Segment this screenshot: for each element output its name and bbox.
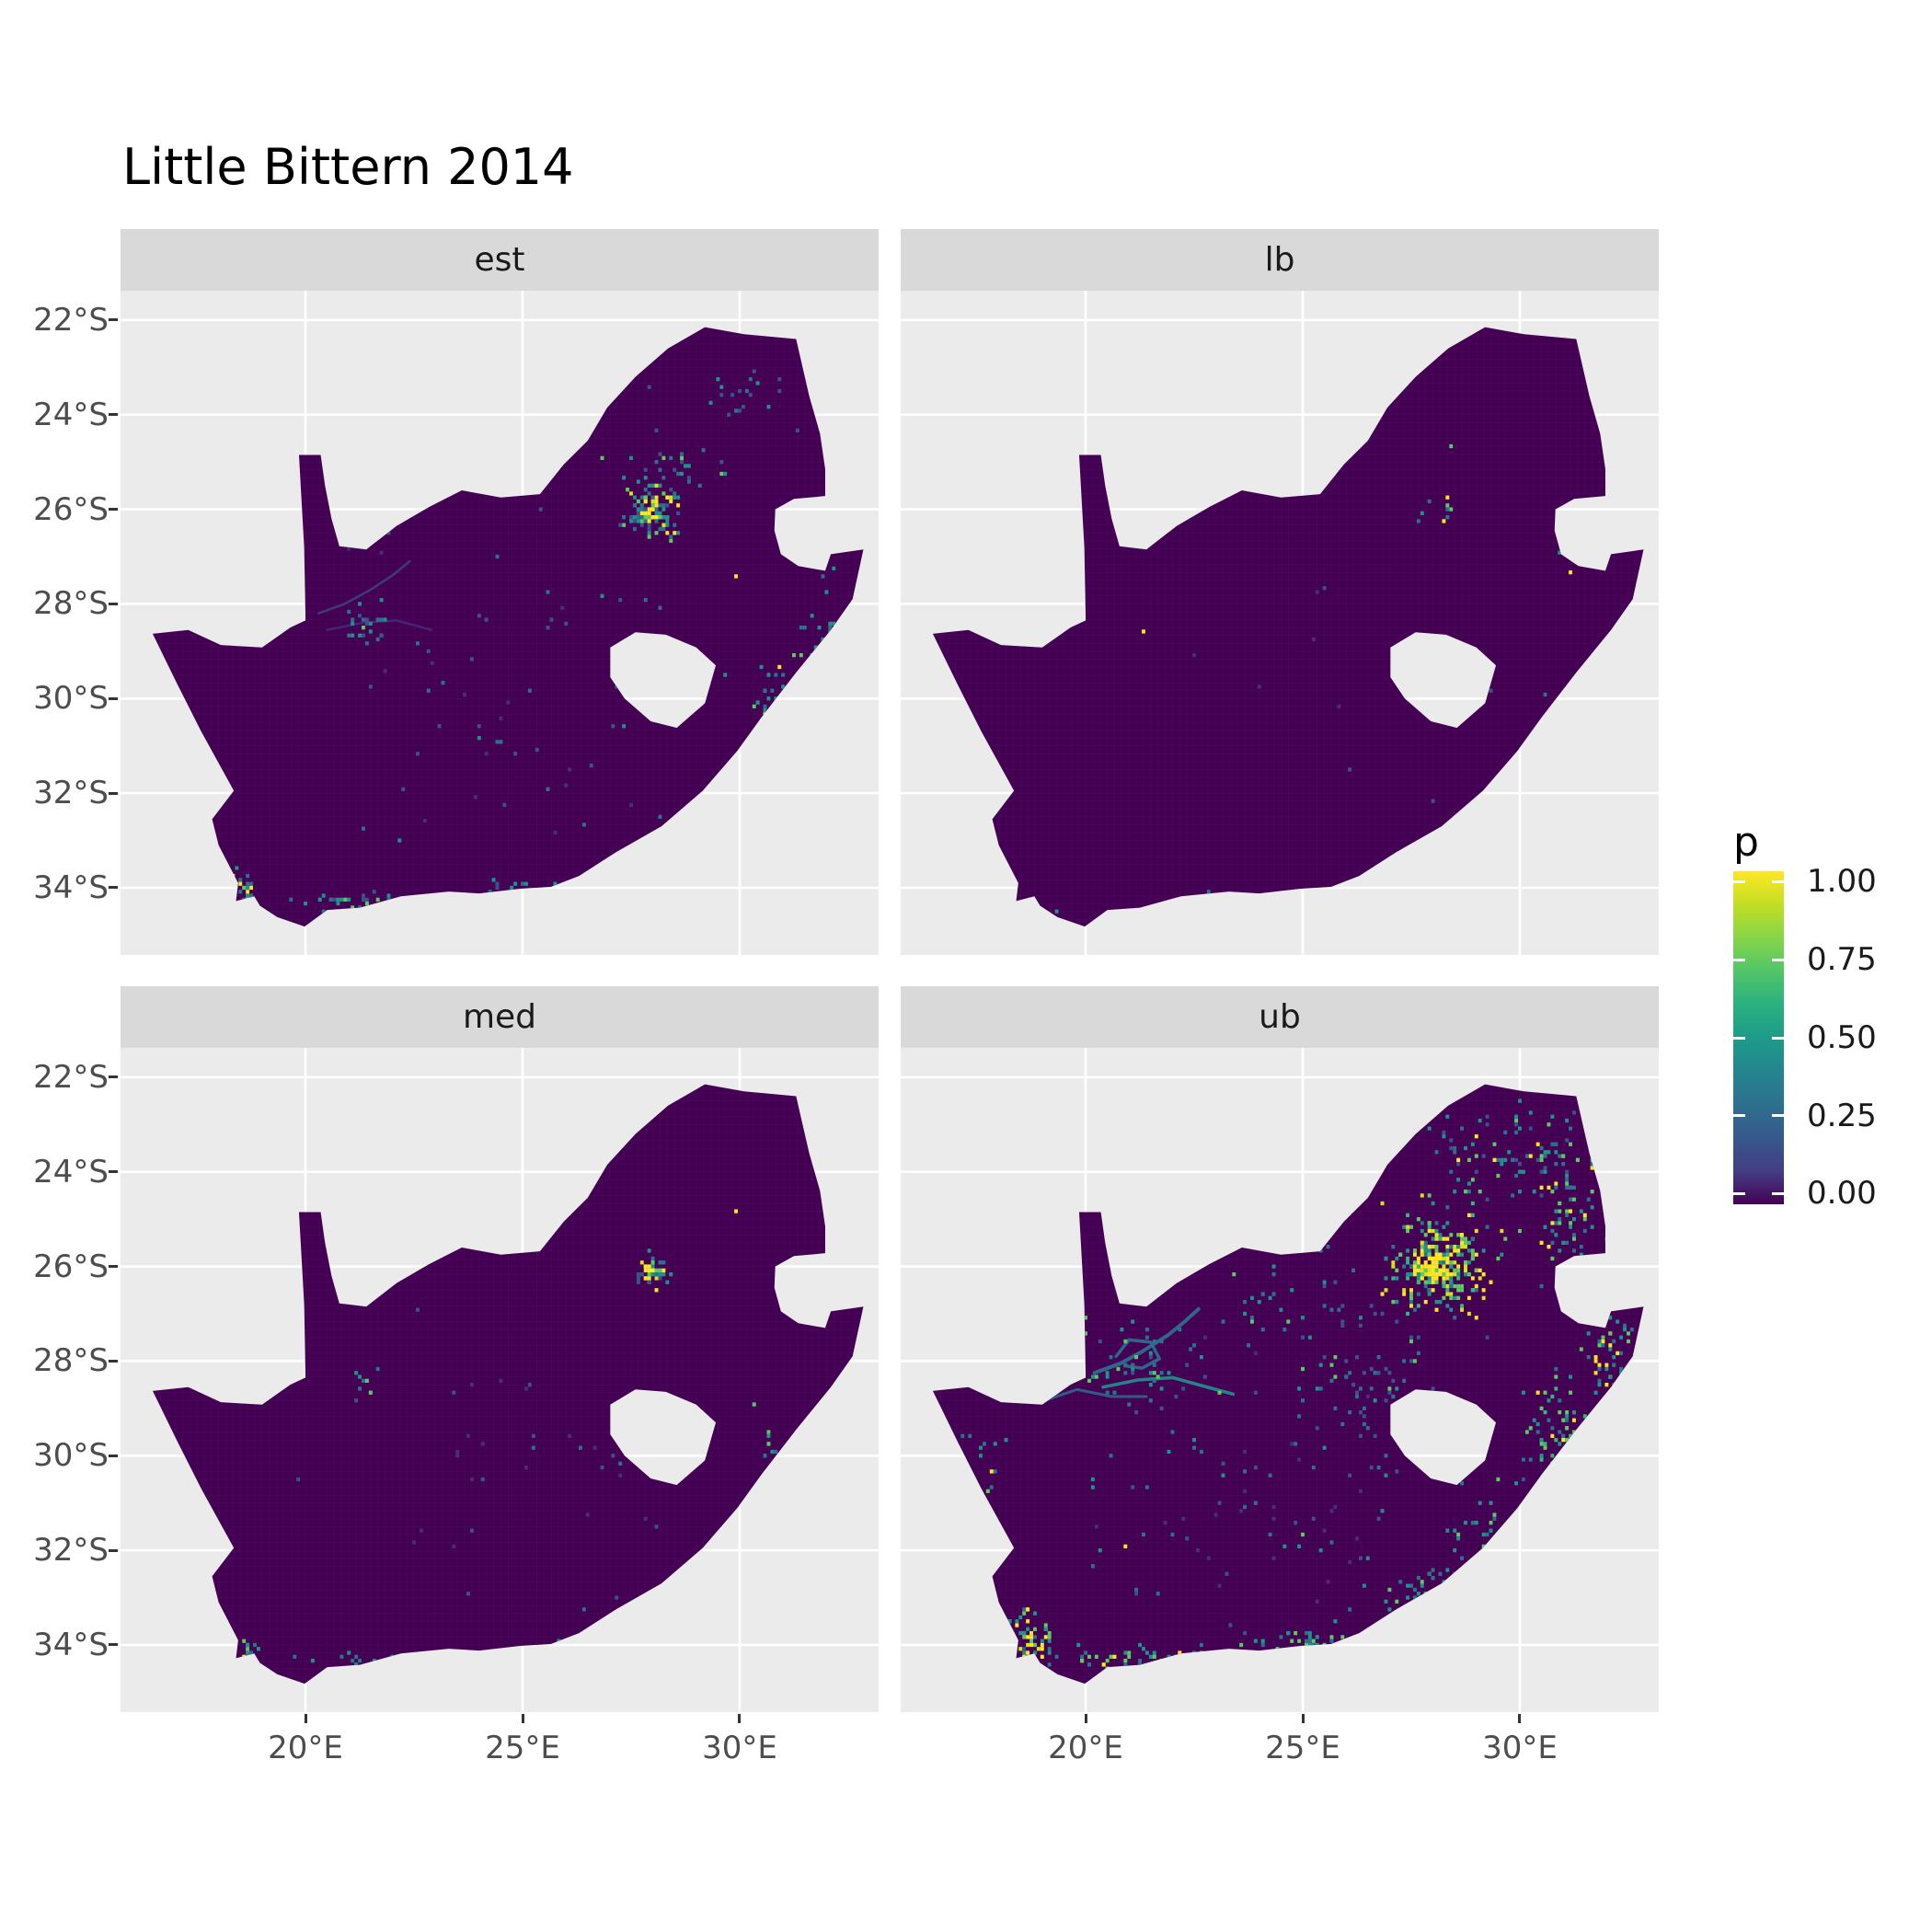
legend-tick-mark	[1733, 958, 1745, 961]
y-axis-tick-label: 34°S	[33, 868, 109, 906]
y-axis-tick-mark	[109, 1265, 118, 1269]
x-axis-tick-label: 30°E	[1482, 1730, 1558, 1766]
x-axis-tick-label: 30°E	[702, 1730, 777, 1766]
y-axis-tick-mark	[109, 1170, 118, 1174]
y-axis-tick-label: 32°S	[33, 1532, 109, 1570]
legend-tick-mark	[1733, 1114, 1745, 1118]
plot-title: Little Bittern 2014	[122, 138, 574, 196]
facet-strip-label-med: med	[462, 998, 537, 1036]
facet-strip-label-est: est	[474, 241, 525, 279]
y-axis-tick-mark	[109, 602, 118, 605]
y-axis-tick-mark	[109, 318, 118, 322]
y-axis-tick-mark	[109, 1075, 118, 1079]
legend-tick-mark	[1772, 958, 1784, 961]
legend-tick-mark	[1733, 1191, 1745, 1195]
legend-tick-label: 1.00	[1807, 863, 1877, 900]
map-svg-med	[121, 1048, 879, 1712]
x-axis-tick-label: 20°E	[1048, 1730, 1123, 1766]
legend-tick-mark	[1772, 1191, 1784, 1195]
x-axis-tick-label: 25°E	[1265, 1730, 1340, 1766]
x-axis-tick-mark	[1301, 1714, 1305, 1723]
legend-tick-mark	[1772, 1036, 1784, 1040]
map-panel-est	[121, 291, 879, 955]
x-axis-tick-label: 20°E	[268, 1730, 343, 1766]
y-axis-tick-label: 34°S	[33, 1626, 109, 1663]
map-svg-lb	[901, 291, 1659, 955]
y-axis-tick-label: 26°S	[33, 490, 109, 528]
facet-strip-label-lb: lb	[1264, 241, 1295, 279]
x-axis-tick-mark	[1518, 1714, 1522, 1723]
y-axis-tick-label: 28°S	[33, 585, 109, 623]
y-axis-tick-mark	[109, 1643, 118, 1647]
y-axis-tick-label: 28°S	[33, 1342, 109, 1380]
facet-strip-est: est	[121, 229, 879, 291]
x-axis-tick-label: 25°E	[485, 1730, 560, 1766]
y-axis-tick-mark	[109, 508, 118, 512]
y-axis-tick-mark	[109, 791, 118, 795]
y-axis-tick-label: 32°S	[33, 775, 109, 812]
y-axis-tick-mark	[109, 886, 118, 890]
x-axis-tick-mark	[1084, 1714, 1087, 1723]
legend-tick-mark	[1733, 880, 1745, 884]
y-axis-tick-label: 22°S	[33, 1058, 109, 1096]
y-axis-tick-label: 30°S	[33, 680, 109, 718]
facet-strip-lb: lb	[901, 229, 1659, 291]
legend-tick-mark	[1733, 1036, 1745, 1040]
facet-strip-label-ub: ub	[1259, 998, 1301, 1036]
y-axis-tick-mark	[109, 696, 118, 700]
legend-tick-label: 0.50	[1807, 1019, 1877, 1056]
x-axis-tick-mark	[738, 1714, 742, 1723]
y-axis-tick-label: 22°S	[33, 301, 109, 339]
facet-strip-ub: ub	[901, 986, 1659, 1048]
y-axis-tick-mark	[109, 1359, 118, 1363]
y-axis-tick-label: 24°S	[33, 1153, 109, 1190]
y-axis-tick-label: 30°S	[33, 1437, 109, 1475]
map-svg-est	[121, 291, 879, 955]
legend-tick-label: 0.00	[1807, 1175, 1877, 1212]
map-svg-ub	[901, 1048, 1659, 1712]
y-axis-tick-mark	[109, 1454, 118, 1457]
legend-tick-label: 0.25	[1807, 1098, 1877, 1134]
legend-title: p	[1733, 819, 1759, 866]
y-axis-tick-label: 24°S	[33, 396, 109, 433]
y-axis-tick-mark	[109, 1548, 118, 1552]
x-axis-tick-mark	[304, 1714, 307, 1723]
legend-tick-label: 0.75	[1807, 941, 1877, 978]
map-panel-lb	[901, 291, 1659, 955]
legend-tick-mark	[1772, 880, 1784, 884]
map-panel-ub	[901, 1048, 1659, 1712]
y-axis-tick-label: 26°S	[33, 1248, 109, 1285]
facet-strip-med: med	[121, 986, 879, 1048]
x-axis-tick-mark	[521, 1714, 524, 1723]
map-panel-med	[121, 1048, 879, 1712]
legend-tick-mark	[1772, 1114, 1784, 1118]
y-axis-tick-mark	[109, 413, 118, 417]
